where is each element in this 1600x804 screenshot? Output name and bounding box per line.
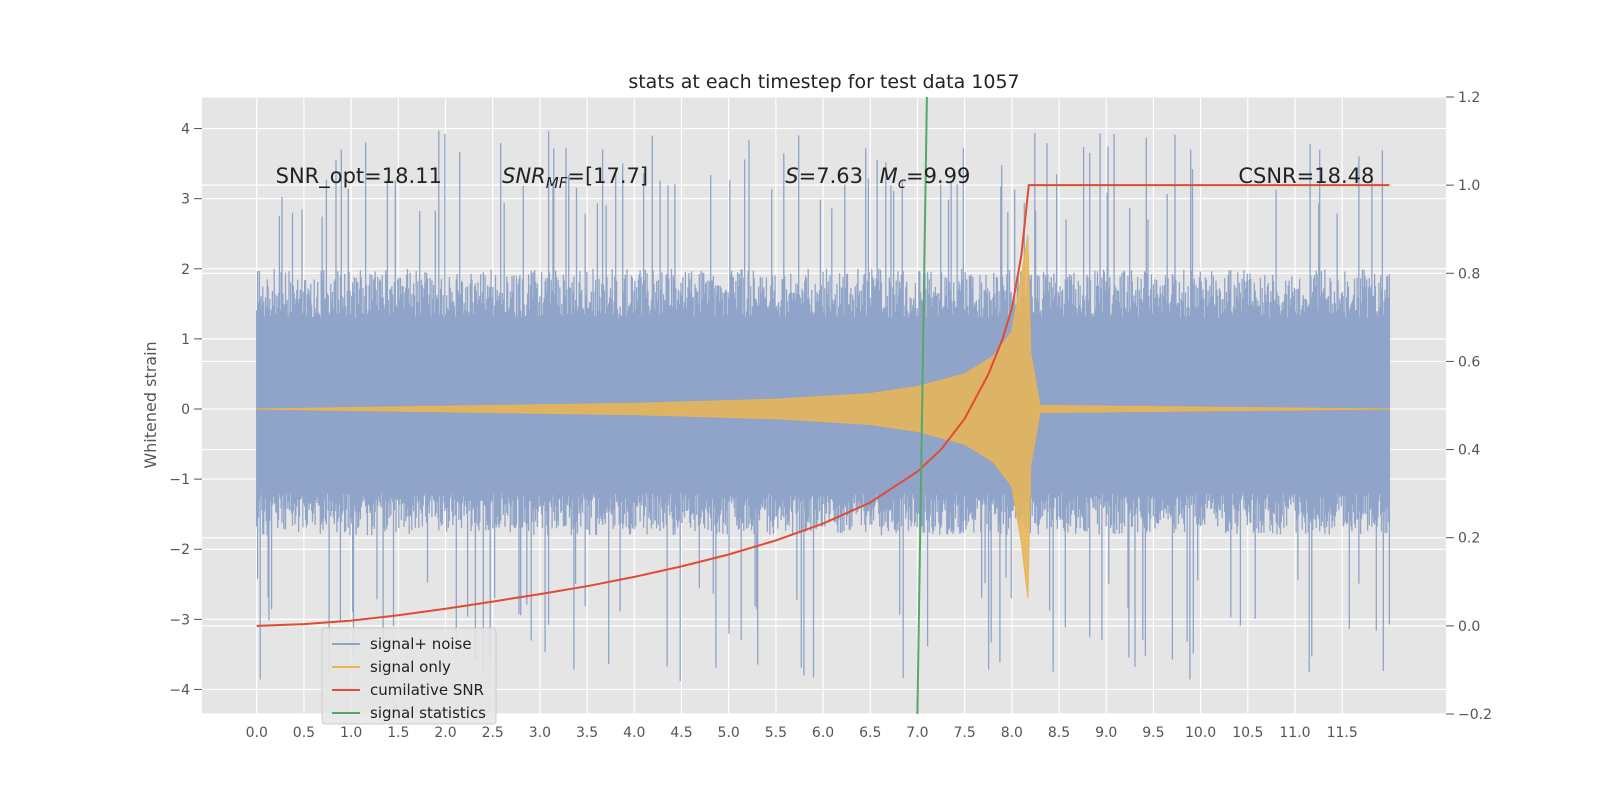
x-tick-label: 11.5 bbox=[1327, 725, 1358, 741]
x-tick-label: 3.0 bbox=[529, 725, 551, 741]
x-tick-label: 1.0 bbox=[340, 725, 362, 741]
x-tick-label: 5.5 bbox=[765, 725, 787, 741]
y2-tick-label: 0.0 bbox=[1458, 619, 1480, 635]
x-tick-label: 9.0 bbox=[1095, 725, 1117, 741]
x-tick-label: 2.5 bbox=[482, 725, 504, 741]
x-tick-label: 0.5 bbox=[293, 725, 315, 741]
y-tick-label: −3 bbox=[169, 612, 190, 628]
y-tick-label: −4 bbox=[169, 682, 190, 698]
legend-label: cumilative SNR bbox=[370, 681, 484, 699]
legend-box bbox=[321, 627, 497, 725]
y2-tick-label: 0.8 bbox=[1458, 266, 1480, 282]
annotation-csnr: CSNR=18.48 bbox=[1238, 164, 1374, 188]
x-tick-label: 4.0 bbox=[623, 725, 645, 741]
y2-tick-label: −0.2 bbox=[1458, 707, 1492, 723]
x-tick-label: 8.0 bbox=[1001, 725, 1023, 741]
x-tick-label: 11.0 bbox=[1279, 725, 1310, 741]
y2-tick-label: 1.0 bbox=[1458, 178, 1480, 194]
legend-label: signal statistics bbox=[370, 704, 486, 722]
annotation-snr-mf: SNRMF=[17.7] bbox=[502, 164, 648, 192]
x-tick-label: 5.0 bbox=[718, 725, 740, 741]
y2-tick-label: 1.2 bbox=[1458, 90, 1480, 106]
y-tick-label: 3 bbox=[181, 192, 190, 208]
ticks: 0.0 0.5 1.0 1.5 2.0 2.5 3.0 3.5 4.0 4.5 5.0 5.5 6.0 6… bbox=[169, 90, 1492, 741]
x-tick-label: 2.0 bbox=[434, 725, 456, 741]
y2-tick-label: 0.4 bbox=[1458, 443, 1480, 459]
y-axis-label: Whitened strain bbox=[141, 341, 160, 468]
y-tick-label: 2 bbox=[181, 262, 190, 278]
x-tick-label: 6.5 bbox=[859, 725, 881, 741]
x-tick-label: 4.5 bbox=[670, 725, 692, 741]
series-signal-statistics bbox=[916, 97, 928, 714]
annotation-mc-value: Mc=9.99 bbox=[880, 164, 971, 192]
y-tick-label: 4 bbox=[181, 122, 190, 138]
x-tick-label: 9.5 bbox=[1142, 725, 1164, 741]
x-tick-label: 0.0 bbox=[246, 725, 268, 741]
legend: signal+ noise signal only cumilative SNR si… bbox=[321, 627, 497, 725]
x-tick-label: 10.0 bbox=[1185, 725, 1216, 741]
y-tick-label: 0 bbox=[181, 402, 190, 418]
series-signal-only bbox=[256, 234, 1390, 599]
x-tick-label: 3.5 bbox=[576, 725, 598, 741]
annotations: SNR_opt=18.11 SNRMF=[17.7] S=7.63 Mc=9.99 CS… bbox=[276, 164, 1375, 192]
y-tick-label: −2 bbox=[169, 542, 190, 558]
y-tick-label: −1 bbox=[169, 472, 190, 488]
x-tick-label: 7.5 bbox=[954, 725, 976, 741]
y-tick-label: 1 bbox=[181, 332, 190, 348]
annotation-s-value: S=7.63 bbox=[785, 164, 863, 188]
legend-label: signal only bbox=[370, 658, 451, 676]
x-tick-label: 10.5 bbox=[1232, 725, 1263, 741]
data-layer bbox=[256, 97, 1391, 714]
x-tick-label: 6.0 bbox=[812, 725, 834, 741]
x-tick-label: 7.0 bbox=[906, 725, 928, 741]
annotation-snr-opt: SNR_opt=18.11 bbox=[276, 164, 442, 189]
y2-tick-label: 0.2 bbox=[1458, 531, 1480, 547]
legend-label: signal+ noise bbox=[370, 635, 472, 653]
x-tick-label: 1.5 bbox=[387, 725, 409, 741]
series-cumulative-snr bbox=[256, 184, 1390, 627]
x-tick-label: 8.5 bbox=[1048, 725, 1070, 741]
y2-tick-label: 0.6 bbox=[1458, 354, 1480, 370]
chart-title: stats at each timestep for test data 105… bbox=[628, 71, 1019, 93]
